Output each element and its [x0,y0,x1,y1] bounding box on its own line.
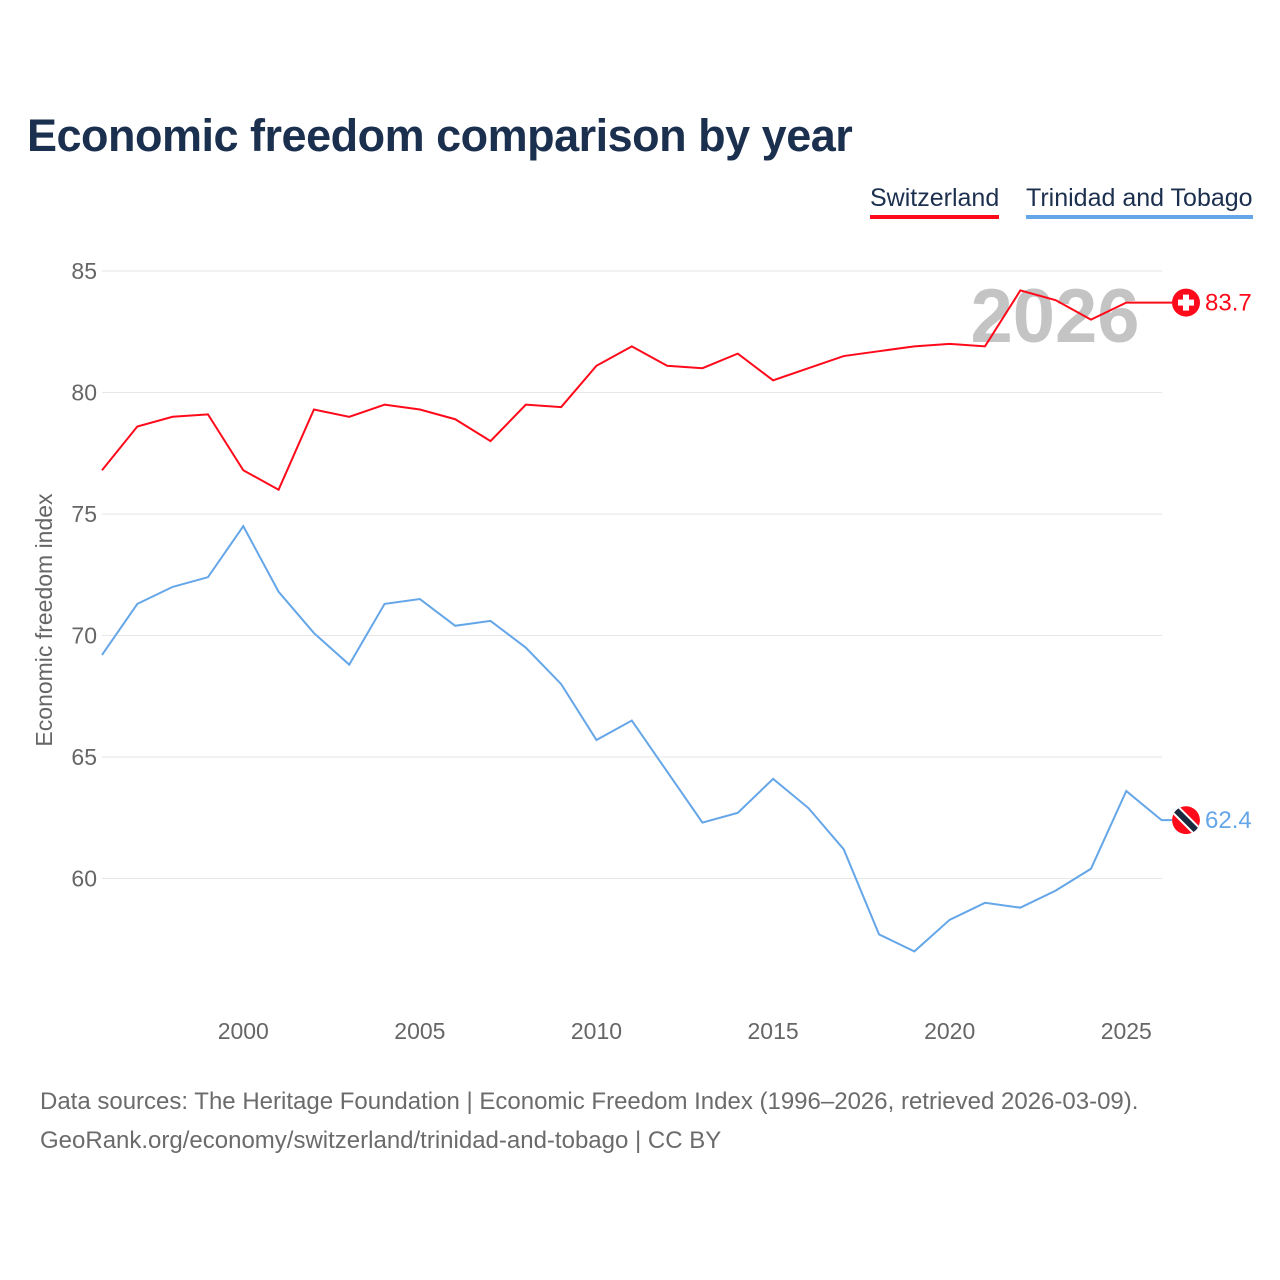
end-value-label: 62.4 [1205,807,1252,834]
year-watermark: 2026 [970,274,1139,359]
y-tick-label: 70 [71,623,97,649]
y-tick-label: 75 [71,501,97,527]
swiss-flag-icon [1172,288,1200,317]
series-line-trinidad-and-tobago [101,524,1172,953]
x-tick-label: 2015 [747,1018,798,1044]
x-tick-label: 2005 [394,1018,445,1044]
x-tick-label: 2000 [218,1018,269,1044]
footer-sources: Data sources: The Heritage Foundation | … [40,1088,1139,1115]
y-tick-label: 65 [71,744,97,770]
chart-title: Economic freedom comparison by year [27,110,853,161]
end-value-label: 83.7 [1205,290,1252,317]
legend-trinidad-and-tobago[interactable]: Trinidad and Tobago [1026,184,1253,219]
x-tick-label: 2025 [1101,1018,1152,1044]
x-tick-label: 2020 [924,1018,975,1044]
footer-link[interactable]: GeoRank.org/economy/switzerland/trinidad… [40,1127,722,1154]
y-tick-label: 80 [71,380,97,406]
legend-switzerland[interactable]: Switzerland [870,184,1000,219]
series-line-switzerland [101,289,1172,492]
y-axis-label: Economic freedom index [31,493,57,747]
trinidad-flag-icon [1172,806,1200,835]
x-tick-label: 2010 [571,1018,622,1044]
y-tick-label: 60 [71,866,97,892]
y-tick-label: 85 [71,258,97,284]
